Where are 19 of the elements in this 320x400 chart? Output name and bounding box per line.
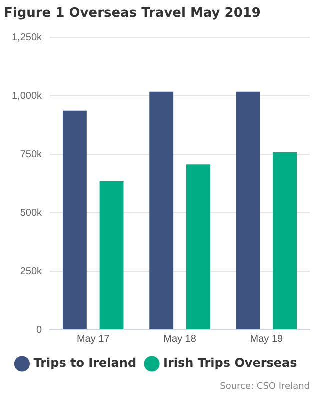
bar	[236, 92, 260, 330]
legend-label: Trips to Ireland	[34, 356, 137, 370]
x-tick-label: May 18	[164, 334, 197, 345]
source-note: Source: CSO Ireland	[220, 382, 310, 392]
y-tick-label: 500k	[20, 208, 44, 219]
x-tick-label: May 19	[250, 334, 284, 345]
y-tick-label: 750k	[20, 149, 44, 160]
x-tick-label: May 17	[76, 334, 110, 345]
bar	[273, 152, 298, 330]
bar	[100, 181, 124, 330]
chart-title: Figure 1 Overseas Travel May 2019	[4, 6, 261, 22]
y-tick-label: 250k	[20, 266, 44, 278]
bar	[186, 164, 210, 330]
y-tick-label: 1,000k	[12, 90, 44, 102]
y-tick-label: 1,250k	[12, 32, 44, 44]
legend-label: Irish Trips Overseas	[164, 356, 298, 370]
y-tick-label: 0	[36, 324, 42, 336]
bar	[62, 110, 87, 330]
bar	[150, 92, 174, 330]
